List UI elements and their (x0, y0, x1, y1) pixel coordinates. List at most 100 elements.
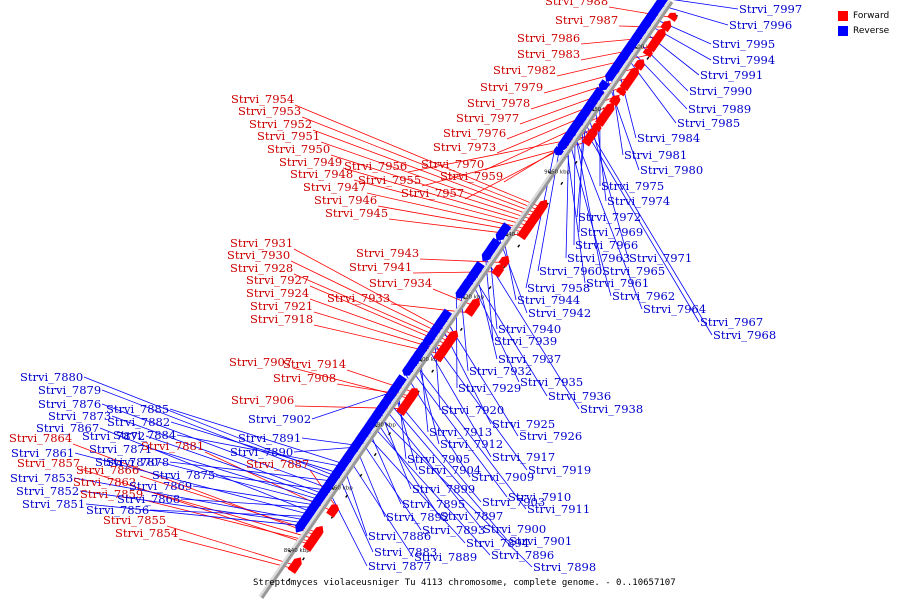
forward-gene-label[interactable]: Strvi_7914 (283, 357, 346, 371)
reverse-gene-label[interactable]: Strvi_7965 (602, 264, 665, 278)
forward-gene-label[interactable]: Strvi_7951 (257, 129, 320, 143)
reverse-gene-label[interactable]: Strvi_7871 (89, 442, 152, 456)
reverse-gene-label[interactable]: Strvi_7966 (575, 238, 638, 252)
reverse-gene-label[interactable]: Strvi_7919 (528, 463, 591, 477)
forward-gene-label[interactable]: Strvi_7921 (250, 299, 313, 313)
reverse-gene-label[interactable]: Strvi_7883 (374, 545, 437, 559)
forward-gene-feature[interactable] (517, 230, 528, 240)
reverse-gene-label[interactable]: Strvi_7878 (106, 455, 169, 469)
forward-gene-feature[interactable] (288, 564, 299, 574)
reverse-gene-label[interactable]: Strvi_7897 (440, 509, 503, 523)
forward-gene-feature[interactable] (609, 94, 621, 107)
reverse-gene-feature[interactable] (402, 366, 413, 376)
forward-gene-label[interactable]: Strvi_7908 (273, 371, 336, 385)
reverse-gene-label[interactable]: Strvi_7958 (527, 281, 590, 295)
forward-gene-label[interactable]: Strvi_7988 (545, 0, 608, 8)
reverse-gene-label[interactable]: Strvi_7938 (580, 402, 643, 416)
reverse-gene-label[interactable]: Strvi_7994 (712, 53, 775, 67)
forward-gene-feature[interactable] (619, 74, 634, 92)
reverse-gene-label[interactable]: Strvi_7892 (386, 510, 449, 524)
reverse-gene-label[interactable]: Strvi_7890 (230, 445, 293, 459)
reverse-gene-label[interactable]: Strvi_7913 (429, 425, 492, 439)
reverse-gene-label[interactable]: Strvi_7935 (520, 375, 583, 389)
forward-gene-label[interactable]: Strvi_7934 (369, 276, 432, 290)
reverse-gene-feature[interactable] (482, 250, 493, 260)
reverse-gene-label[interactable]: Strvi_7917 (492, 450, 555, 464)
forward-gene-feature[interactable] (646, 35, 661, 53)
reverse-gene-label[interactable]: Strvi_7875 (152, 468, 215, 482)
forward-gene-label[interactable]: Strvi_7976 (443, 126, 506, 140)
reverse-gene-feature[interactable] (605, 46, 633, 82)
forward-gene-feature[interactable] (498, 255, 510, 268)
reverse-gene-feature[interactable] (295, 521, 306, 531)
reverse-gene-label[interactable]: Strvi_7996 (729, 18, 792, 32)
reverse-gene-label[interactable]: Strvi_7925 (492, 417, 555, 431)
forward-gene-label[interactable]: Strvi_7979 (480, 80, 543, 94)
forward-gene-label[interactable]: Strvi_7928 (230, 261, 293, 275)
reverse-gene-label[interactable]: Strvi_7985 (677, 116, 740, 130)
forward-gene-label[interactable]: Strvi_7952 (249, 117, 312, 131)
reverse-gene-label[interactable]: Strvi_7903 (482, 495, 545, 509)
forward-gene-label[interactable]: Strvi_7956 (344, 159, 407, 173)
reverse-gene-label[interactable]: Strvi_7877 (368, 559, 431, 573)
reverse-gene-feature[interactable] (598, 79, 610, 91)
reverse-gene-label[interactable]: Strvi_7936 (548, 389, 611, 403)
forward-gene-label[interactable]: Strvi_7987 (555, 13, 618, 27)
reverse-gene-label[interactable]: Strvi_7984 (637, 131, 700, 145)
reverse-gene-label[interactable]: Strvi_7972 (578, 210, 641, 224)
forward-gene-label[interactable]: Strvi_7982 (493, 63, 556, 77)
forward-gene-label[interactable]: Strvi_7887 (246, 457, 309, 471)
forward-gene-feature[interactable] (491, 263, 504, 278)
reverse-gene-label[interactable]: Strvi_7939 (494, 334, 557, 348)
forward-gene-label[interactable]: Strvi_7941 (349, 260, 412, 274)
reverse-gene-label[interactable]: Strvi_7960 (539, 264, 602, 278)
reverse-gene-label[interactable]: Strvi_7902 (248, 412, 311, 426)
reverse-gene-label[interactable]: Strvi_7905 (407, 452, 470, 466)
forward-gene-feature[interactable] (660, 20, 672, 33)
forward-gene-label[interactable]: Strvi_7973 (433, 140, 496, 154)
reverse-gene-label[interactable]: Strvi_7962 (612, 289, 675, 303)
reverse-gene-label[interactable]: Strvi_7940 (498, 322, 561, 336)
forward-gene-label[interactable]: Strvi_7857 (17, 456, 80, 470)
reverse-gene-label[interactable]: Strvi_7971 (629, 251, 692, 265)
reverse-gene-label[interactable]: Strvi_7967 (700, 315, 763, 329)
forward-gene-feature[interactable] (433, 345, 448, 363)
reverse-gene-label[interactable]: Strvi_7868 (117, 492, 180, 506)
forward-gene-label[interactable]: Strvi_7864 (9, 431, 72, 445)
forward-gene-label[interactable]: Strvi_7930 (227, 248, 290, 262)
forward-gene-label[interactable]: Strvi_7983 (517, 47, 580, 61)
reverse-gene-label[interactable]: Strvi_7891 (238, 431, 301, 445)
forward-gene-label[interactable]: Strvi_7866 (76, 463, 139, 477)
forward-gene-label[interactable]: Strvi_7978 (467, 96, 530, 110)
forward-gene-label[interactable]: Strvi_7854 (115, 526, 178, 540)
reverse-gene-label[interactable]: Strvi_7894 (466, 536, 529, 550)
reverse-gene-label[interactable]: Strvi_7980 (640, 163, 703, 177)
forward-gene-feature[interactable] (326, 506, 338, 518)
forward-gene-label[interactable]: Strvi_7986 (517, 31, 580, 45)
reverse-gene-label[interactable]: Strvi_7886 (368, 529, 431, 543)
reverse-gene-label[interactable]: Strvi_7882 (107, 415, 170, 429)
forward-gene-label[interactable]: Strvi_7970 (421, 157, 484, 171)
reverse-gene-label[interactable]: Strvi_7989 (688, 102, 751, 116)
reverse-gene-label[interactable]: Strvi_7944 (517, 293, 580, 307)
forward-gene-label[interactable]: Strvi_7950 (267, 142, 330, 156)
reverse-gene-label[interactable]: Strvi_7961 (586, 276, 649, 290)
forward-gene-label[interactable]: Strvi_7957 (401, 186, 464, 200)
reverse-gene-label[interactable]: Strvi_7889 (414, 550, 477, 564)
forward-gene-label[interactable]: Strvi_7943 (356, 246, 419, 260)
reverse-gene-label[interactable]: Strvi_7893 (422, 523, 485, 537)
reverse-gene-label[interactable]: Strvi_7969 (580, 225, 643, 239)
forward-gene-label[interactable]: Strvi_7927 (246, 273, 309, 287)
reverse-gene-label[interactable]: Strvi_7995 (712, 37, 775, 51)
forward-gene-feature[interactable] (616, 87, 627, 97)
forward-gene-feature[interactable] (591, 123, 602, 133)
reverse-gene-label[interactable]: Strvi_7876 (38, 397, 101, 411)
reverse-gene-label[interactable]: Strvi_7880 (20, 370, 83, 384)
forward-gene-label[interactable]: Strvi_7862 (73, 475, 136, 489)
forward-gene-label[interactable]: Strvi_7859 (80, 487, 143, 501)
forward-gene-label[interactable]: Strvi_7924 (246, 286, 309, 300)
reverse-gene-label[interactable]: Strvi_7926 (519, 429, 582, 443)
forward-gene-label[interactable]: Strvi_7949 (279, 155, 342, 169)
reverse-gene-label[interactable]: Strvi_7981 (624, 148, 687, 162)
reverse-gene-label[interactable]: Strvi_7975 (601, 179, 664, 193)
